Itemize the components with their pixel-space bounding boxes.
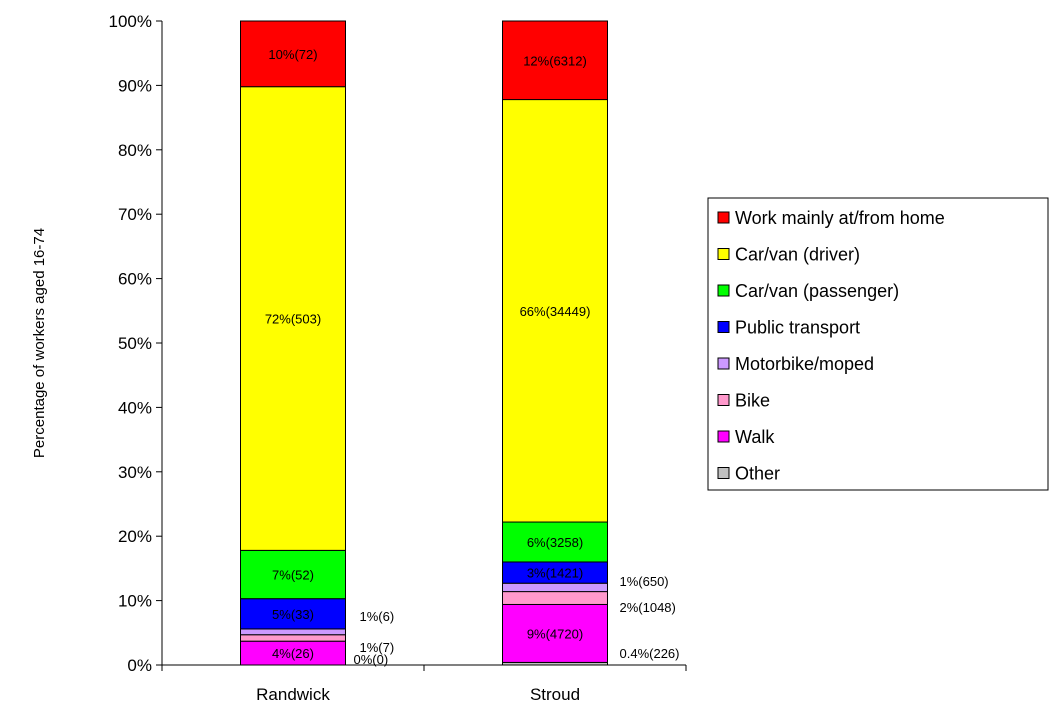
x-category-label: Randwick <box>256 685 330 704</box>
y-tick-label: 10% <box>118 592 152 611</box>
y-tick-label: 80% <box>118 141 152 160</box>
legend-label-other: Other <box>735 464 780 484</box>
data-label-randwick-walk: 4%(26) <box>272 646 314 661</box>
data-label-randwick-public-transport: 5%(33) <box>272 607 314 622</box>
data-label-stroud-car-van-passenger: 6%(3258) <box>527 535 583 550</box>
bar-segment-randwick-public-transport <box>240 598 346 630</box>
data-label-stroud-other: 0.4%(226) <box>620 646 680 661</box>
data-label-randwick-car-van-passenger: 7%(52) <box>272 568 314 583</box>
data-label-randwick-other: 0%(0) <box>354 652 389 667</box>
data-label-randwick-work-mainly-at-from-home: 10%(72) <box>268 47 317 62</box>
legend-label-walk: Walk <box>735 427 775 447</box>
legend-label-car-van-driver: Car/van (driver) <box>735 245 860 265</box>
bar-segment-stroud-work-mainly-at-from-home <box>502 20 608 101</box>
y-tick-label: 30% <box>118 463 152 482</box>
data-label-stroud-car-van-driver: 66%(34449) <box>520 304 591 319</box>
legend-swatch-bike <box>717 394 730 406</box>
data-label-randwick-bike: 1%(7) <box>360 640 395 655</box>
bar-segment-randwick-bike <box>240 634 346 642</box>
bar-segment-stroud-car-van-passenger <box>502 521 608 563</box>
legend-label-work-mainly-at-from-home: Work mainly at/from home <box>735 208 945 228</box>
bar-segment-stroud-car-van-driver <box>502 99 608 523</box>
bar-segment-randwick-work-mainly-at-from-home <box>240 20 346 88</box>
legend-label-car-van-passenger: Car/van (passenger) <box>735 281 899 301</box>
bar-segment-randwick-motorbike-moped <box>240 628 346 636</box>
data-label-stroud-walk: 9%(4720) <box>527 626 583 641</box>
y-tick-label: 50% <box>118 334 152 353</box>
bar-segment-stroud-walk <box>502 603 608 663</box>
data-label-stroud-bike: 2%(1048) <box>620 600 676 615</box>
data-label-randwick-car-van-driver: 72%(503) <box>265 312 321 327</box>
bar-segment-randwick-car-van-driver <box>240 86 346 551</box>
y-tick-label: 70% <box>118 205 152 224</box>
legend-swatch-car-van-driver <box>717 248 730 260</box>
legend-swatch-car-van-passenger <box>717 284 730 297</box>
bar-segment-stroud-bike <box>502 591 608 605</box>
legend-label-public-transport: Public transport <box>735 318 860 338</box>
y-tick-label: 100% <box>109 12 152 31</box>
legend-box <box>707 197 1049 491</box>
legend-swatch-walk <box>717 430 730 443</box>
bar-segment-stroud-motorbike-moped <box>502 582 608 593</box>
legend-label-bike: Bike <box>735 391 770 411</box>
legend-swatch-work-mainly-at-from-home <box>717 211 730 224</box>
y-tick-label: 20% <box>118 527 152 546</box>
data-label-stroud-work-mainly-at-from-home: 12%(6312) <box>523 53 587 68</box>
legend-swatch-other <box>717 467 730 479</box>
data-label-stroud-motorbike-moped: 1%(650) <box>620 574 669 589</box>
y-tick-label: 60% <box>118 270 152 289</box>
data-label-stroud-public-transport: 3%(1421) <box>527 566 583 581</box>
data-label-randwick-motorbike-moped: 1%(6) <box>360 609 395 624</box>
legend-swatch-public-transport <box>717 321 730 333</box>
y-tick-label: 40% <box>118 398 152 417</box>
y-tick-label: 90% <box>118 76 152 95</box>
x-category-label: Stroud <box>530 685 580 704</box>
legend: Work mainly at/from home Car/van (driver)… <box>707 197 1049 491</box>
legend-swatch-motorbike-moped <box>717 357 730 370</box>
y-tick-label: 0% <box>127 656 152 675</box>
legend-label-motorbike-moped: Motorbike/moped <box>735 354 874 374</box>
y-axis-title: Percentage of workers aged 16-74 <box>31 228 48 458</box>
